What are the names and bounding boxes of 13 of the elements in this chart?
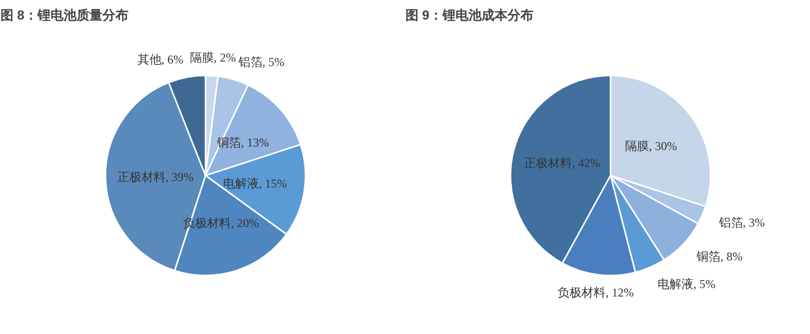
chart-title: 图 9：锂电池成本分布 <box>406 8 534 22</box>
slice-label: 电解液, 15% <box>222 176 287 190</box>
slice-label: 隔膜, 30% <box>624 139 677 154</box>
slice-label: 正极材料, 39% <box>118 170 194 184</box>
slice-label: 铝箔, 3% <box>718 215 765 230</box>
slice-label: 隔膜, 2% <box>190 50 236 65</box>
slice-label: 铜箔, 8% <box>696 249 743 264</box>
slice-label: 其他, 6% <box>137 52 184 67</box>
chart-title: 图 8：锂电池质量分布 <box>0 8 128 22</box>
slice-label: 电解液, 5% <box>657 276 716 291</box>
slice-label: 负极材料, 12% <box>558 286 634 300</box>
slice-label: 正极材料, 42% <box>524 156 600 170</box>
slice-label: 铝箔, 5% <box>237 55 284 70</box>
